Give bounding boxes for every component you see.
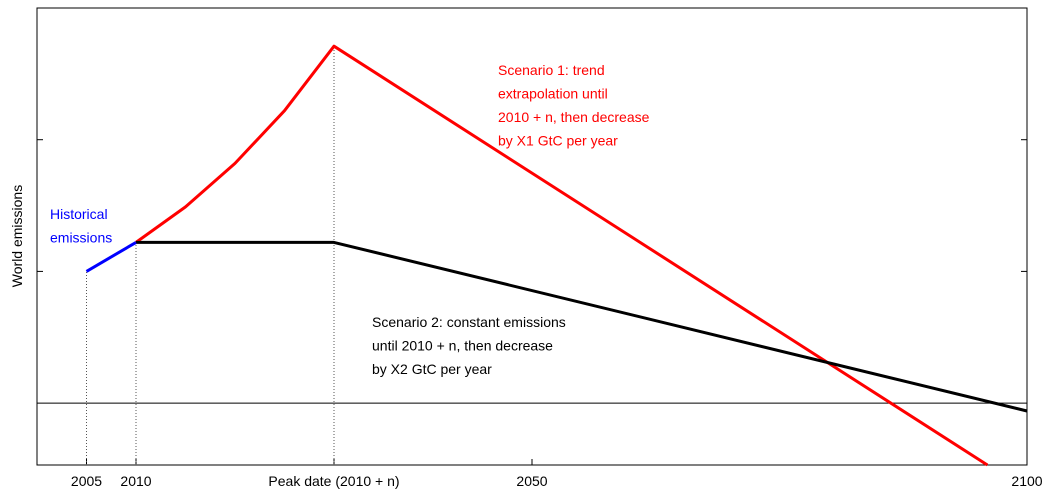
- x-tick-label: 2005: [71, 473, 102, 489]
- x-tick-label: 2010: [120, 473, 151, 489]
- annotation: emissions: [50, 230, 112, 246]
- annotation: Historical: [50, 206, 108, 222]
- x-tick-label: 2100: [1011, 473, 1042, 489]
- annotation: by X1 GtC per year: [498, 133, 618, 149]
- annotation: extrapolation until: [498, 86, 608, 102]
- y-axis-label: World emissions: [9, 185, 25, 287]
- annotation: 2010 + n, then decrease: [498, 109, 650, 125]
- annotation: by X2 GtC per year: [372, 361, 492, 377]
- x-tick-label: Peak date (2010 + n): [268, 473, 399, 489]
- series-line: [136, 240, 1028, 413]
- annotation: Scenario 1: trend: [498, 62, 605, 78]
- series-line: [85, 241, 137, 273]
- annotation: until 2010 + n, then decrease: [372, 338, 553, 354]
- annotation: Scenario 2: constant emissions: [372, 314, 566, 330]
- x-tick-label: 2050: [516, 473, 547, 489]
- series-line: [135, 44, 989, 467]
